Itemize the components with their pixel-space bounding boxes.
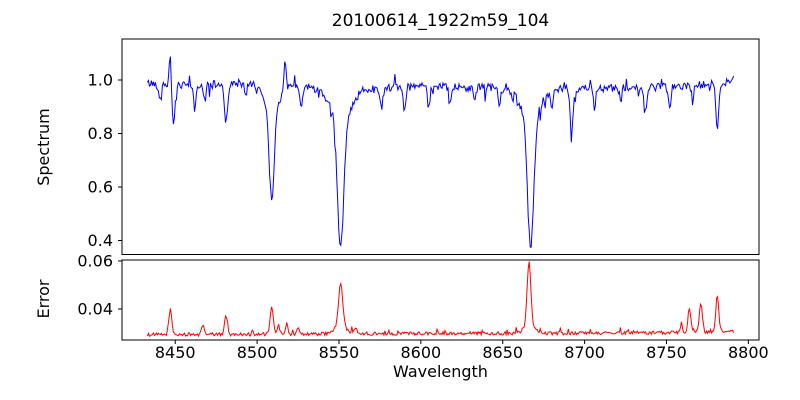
y-axis-spectrum: 0.4 0.6 0.8 1.0 <box>88 71 122 250</box>
x-axis: 8450 8500 8550 8600 8650 8700 8750 8800 <box>155 340 769 362</box>
y-axis-label-error: Error <box>34 279 53 319</box>
chart-title: 20100614_1922m59_104 <box>331 11 550 31</box>
x-tick-label: 8500 <box>237 343 278 362</box>
x-tick-label: 8650 <box>482 343 523 362</box>
y-tick-label: 1.0 <box>88 71 113 90</box>
y-tick-label: 0.6 <box>88 178 113 197</box>
x-tick-label: 8800 <box>728 343 769 362</box>
y-axis-error: 0.04 0.06 <box>77 251 122 319</box>
x-tick-label: 8750 <box>646 343 687 362</box>
x-tick-label: 8700 <box>564 343 605 362</box>
spectrum-panel-frame <box>121 38 760 255</box>
error-panel-frame <box>121 259 760 341</box>
spectrum-line <box>146 56 735 248</box>
x-tick-label: 8550 <box>319 343 360 362</box>
x-tick-label: 8450 <box>155 343 196 362</box>
y-axis-label-spectrum: Spectrum <box>34 108 53 186</box>
y-tick-label: 0.04 <box>77 300 113 319</box>
y-tick-label: 0.8 <box>88 124 113 143</box>
x-axis-label: Wavelength <box>393 362 488 381</box>
x-tick-label: 8600 <box>400 343 441 362</box>
error-line <box>146 261 735 338</box>
y-tick-label: 0.06 <box>77 251 113 270</box>
y-tick-label: 0.4 <box>88 231 113 250</box>
